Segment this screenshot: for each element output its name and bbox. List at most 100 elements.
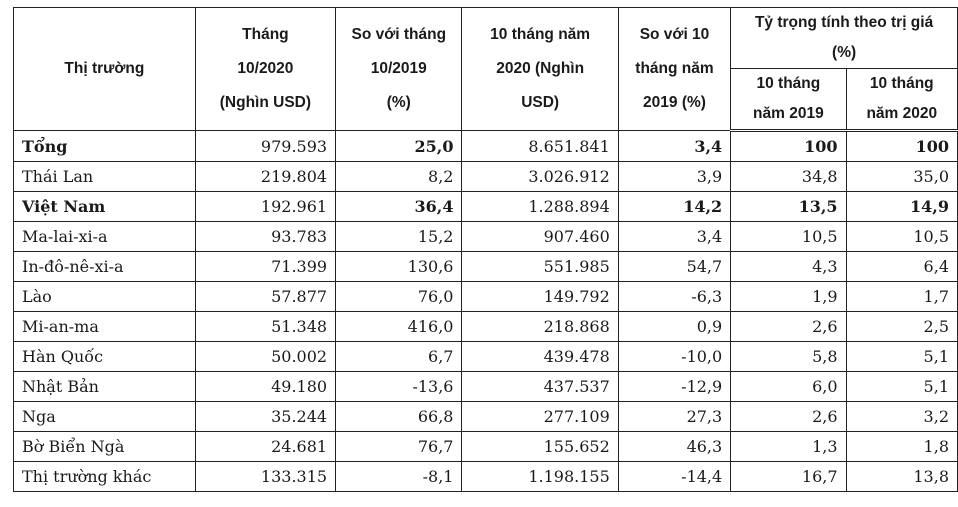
month-value: 71.399 bbox=[194, 251, 337, 282]
share-2020: 5,1 bbox=[845, 371, 958, 402]
share-2019: 1,9 bbox=[730, 281, 847, 312]
header-ten-month-value: 10 tháng năm 2020 (Nghìn USD) bbox=[461, 7, 619, 131]
market-name: Hàn Quốc bbox=[13, 341, 196, 372]
share-2020: 5,1 bbox=[845, 341, 958, 372]
share-2020: 1,8 bbox=[845, 431, 958, 462]
share-2019: 4,3 bbox=[730, 251, 847, 282]
share-2019: 5,8 bbox=[730, 341, 847, 372]
market-name: Nhật Bản bbox=[13, 371, 196, 402]
table-row: In-đô-nê-xi-a 71.399 130,6 551.985 54,7 … bbox=[13, 251, 958, 282]
vs-month: 8,2 bbox=[335, 161, 463, 192]
vs-ten-month: 46,3 bbox=[617, 431, 732, 462]
month-value: 51.348 bbox=[194, 311, 337, 342]
ten-month-value: 439.478 bbox=[461, 341, 619, 372]
vs-month: 416,0 bbox=[335, 311, 463, 342]
vs-ten-month: 54,7 bbox=[617, 251, 732, 282]
vs-month: 76,7 bbox=[335, 431, 463, 462]
ten-month-value: 551.985 bbox=[461, 251, 619, 282]
share-2019: 34,8 bbox=[730, 161, 847, 192]
share-2020: 35,0 bbox=[845, 161, 958, 192]
table-row: Việt Nam 192.961 36,4 1.288.894 14,2 13,… bbox=[13, 191, 958, 222]
share-2020: 14,9 bbox=[845, 191, 958, 222]
table-row: Tổng 979.593 25,0 8.651.841 3,4 100 100 bbox=[13, 130, 958, 162]
market-name: Tổng bbox=[13, 130, 196, 162]
month-value: 57.877 bbox=[194, 281, 337, 312]
month-value: 133.315 bbox=[194, 461, 337, 492]
month-value: 50.002 bbox=[194, 341, 337, 372]
vs-ten-month: -14,4 bbox=[617, 461, 732, 492]
share-2019: 1,3 bbox=[730, 431, 847, 462]
share-2020: 100 bbox=[845, 130, 958, 162]
vs-month: 76,0 bbox=[335, 281, 463, 312]
market-name: In-đô-nê-xi-a bbox=[13, 251, 196, 282]
month-value: 192.961 bbox=[194, 191, 337, 222]
share-2019: 10,5 bbox=[730, 221, 847, 252]
ten-month-value: 149.792 bbox=[461, 281, 619, 312]
vs-month: 66,8 bbox=[335, 401, 463, 432]
share-2020: 1,7 bbox=[845, 281, 958, 312]
header-share-2020: 10 tháng năm 2020 bbox=[845, 68, 958, 132]
table-row: Hàn Quốc 50.002 6,7 439.478 -10,0 5,8 5,… bbox=[13, 341, 958, 372]
table-row: Mi-an-ma 51.348 416,0 218.868 0,9 2,6 2,… bbox=[13, 311, 958, 342]
vs-month: -8,1 bbox=[335, 461, 463, 492]
ten-month-value: 8.651.841 bbox=[461, 130, 619, 162]
market-name: Thị trường khác bbox=[13, 461, 196, 492]
vs-month: 130,6 bbox=[335, 251, 463, 282]
month-value: 93.783 bbox=[194, 221, 337, 252]
vs-ten-month: -6,3 bbox=[617, 281, 732, 312]
share-2020: 13,8 bbox=[845, 461, 958, 492]
market-name: Bờ Biển Ngà bbox=[13, 431, 196, 462]
month-value: 35.244 bbox=[194, 401, 337, 432]
header-month-value: Tháng 10/2020 (Nghìn USD) bbox=[194, 7, 337, 131]
header-market: Thị trường bbox=[13, 7, 196, 131]
vs-ten-month: -12,9 bbox=[617, 371, 732, 402]
header-vs-month: So với tháng 10/2019 (%) bbox=[335, 7, 463, 131]
market-name: Mi-an-ma bbox=[13, 311, 196, 342]
market-name: Nga bbox=[13, 401, 196, 432]
share-2020: 10,5 bbox=[845, 221, 958, 252]
share-2019: 6,0 bbox=[730, 371, 847, 402]
vs-ten-month: 0,9 bbox=[617, 311, 732, 342]
ten-month-value: 277.109 bbox=[461, 401, 619, 432]
vs-month: -13,6 bbox=[335, 371, 463, 402]
vs-ten-month: -10,0 bbox=[617, 341, 732, 372]
vs-month: 6,7 bbox=[335, 341, 463, 372]
share-2020: 3,2 bbox=[845, 401, 958, 432]
share-2019: 2,6 bbox=[730, 401, 847, 432]
share-2019: 100 bbox=[730, 130, 847, 162]
share-2019: 16,7 bbox=[730, 461, 847, 492]
header-vs-ten-month: So với 10 tháng năm 2019 (%) bbox=[617, 7, 732, 131]
ten-month-value: 1.288.894 bbox=[461, 191, 619, 222]
vs-month: 25,0 bbox=[335, 130, 463, 162]
table-row: Nga 35.244 66,8 277.109 27,3 2,6 3,2 bbox=[13, 401, 958, 432]
vs-ten-month: 3,9 bbox=[617, 161, 732, 192]
share-2019: 13,5 bbox=[730, 191, 847, 222]
table-row: Lào 57.877 76,0 149.792 -6,3 1,9 1,7 bbox=[13, 281, 958, 312]
market-share-table: Thị trường Tháng 10/2020 (Nghìn USD) So … bbox=[13, 7, 958, 492]
market-name: Việt Nam bbox=[13, 191, 196, 222]
table-row: Nhật Bản 49.180 -13,6 437.537 -12,9 6,0 … bbox=[13, 371, 958, 402]
table-row: Bờ Biển Ngà 24.681 76,7 155.652 46,3 1,3… bbox=[13, 431, 958, 462]
share-2020: 6,4 bbox=[845, 251, 958, 282]
month-value: 49.180 bbox=[194, 371, 337, 402]
ten-month-value: 437.537 bbox=[461, 371, 619, 402]
ten-month-value: 1.198.155 bbox=[461, 461, 619, 492]
vs-ten-month: 3,4 bbox=[617, 130, 732, 162]
vs-ten-month: 3,4 bbox=[617, 221, 732, 252]
ten-month-value: 155.652 bbox=[461, 431, 619, 462]
month-value: 979.593 bbox=[194, 130, 337, 162]
table-row: Thị trường khác 133.315 -8,1 1.198.155 -… bbox=[13, 461, 958, 492]
ten-month-value: 218.868 bbox=[461, 311, 619, 342]
market-name: Ma-lai-xi-a bbox=[13, 221, 196, 252]
share-2019: 2,6 bbox=[730, 311, 847, 342]
table-row: Thái Lan 219.804 8,2 3.026.912 3,9 34,8 … bbox=[13, 161, 958, 192]
month-value: 219.804 bbox=[194, 161, 337, 192]
vs-month: 36,4 bbox=[335, 191, 463, 222]
ten-month-value: 907.460 bbox=[461, 221, 619, 252]
share-2020: 2,5 bbox=[845, 311, 958, 342]
table-row: Ma-lai-xi-a 93.783 15,2 907.460 3,4 10,5… bbox=[13, 221, 958, 252]
market-name: Thái Lan bbox=[13, 161, 196, 192]
vs-ten-month: 27,3 bbox=[617, 401, 732, 432]
market-name: Lào bbox=[13, 281, 196, 312]
vs-ten-month: 14,2 bbox=[617, 191, 732, 222]
